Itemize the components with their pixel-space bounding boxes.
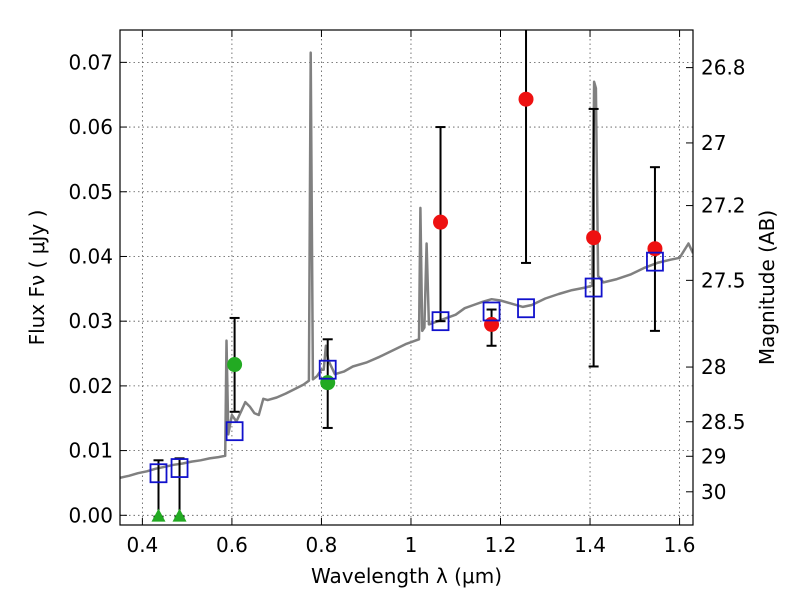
model-square [646, 251, 664, 272]
y2-axis-label: Magnitude (AB) [755, 210, 779, 365]
grid [120, 30, 693, 525]
model-square [170, 458, 189, 478]
model-square [149, 463, 168, 484]
x-tick-label: 0.6 [216, 533, 248, 557]
model-square [225, 421, 244, 442]
y-tick-label: 0.06 [68, 115, 113, 139]
red-data-point [647, 241, 663, 257]
errorbar-layer [153, 30, 660, 518]
y2-tick-label: 28.5 [701, 410, 746, 434]
y-tick-label: 0.03 [68, 309, 113, 333]
green-data-point [320, 375, 336, 391]
y-axis-label: Flux Fν ( μJy ) [25, 210, 49, 346]
y2-tick-label: 27.2 [701, 194, 746, 218]
spectrum-line [120, 51, 693, 480]
y-tick-label: 0.07 [68, 50, 113, 74]
green-data-point [227, 357, 243, 373]
y-tick-label: 0.04 [68, 244, 113, 268]
y2-tick-label: 28 [701, 355, 726, 379]
y-tick-label: 0.00 [68, 503, 113, 527]
spectrum-layer [120, 51, 693, 480]
model-square [517, 298, 535, 319]
red-data-point [433, 214, 449, 230]
green-upper-limit-marker [151, 508, 166, 522]
model-square [431, 311, 450, 332]
x-tick-label: 1.6 [664, 533, 696, 557]
red-data-point [586, 230, 602, 246]
marker-layer [149, 91, 664, 522]
tick-layer: 0.4 0.6 0.8 1 1.2 1.4 1.6 0.00 0.01 0.02 0.03 0.04 0… [68, 30, 746, 557]
x-tick-label: 1 [405, 533, 418, 557]
y2-tick-label: 30 [701, 480, 726, 504]
x-tick-label: 0.8 [306, 533, 338, 557]
model-square [584, 277, 603, 298]
red-data-point [518, 91, 534, 107]
green-upper-limit-marker [172, 508, 187, 522]
x-tick-label: 1.4 [574, 533, 606, 557]
y2-tick-label: 29 [701, 444, 726, 468]
y-tick-label: 0.05 [68, 180, 113, 204]
red-data-point [484, 316, 500, 332]
y-tick-label: 0.02 [68, 374, 113, 398]
y2-tick-label: 26.8 [701, 56, 746, 80]
plot-frame [119, 29, 694, 526]
y-tick-label: 0.01 [68, 439, 113, 463]
x-tick-label: 1.2 [485, 533, 517, 557]
x-axis-label: Wavelength λ (μm) [311, 564, 502, 588]
model-square [318, 359, 337, 380]
y2-tick-label: 27 [701, 131, 726, 155]
model-square [482, 301, 501, 322]
y2-tick-label: 27.5 [701, 268, 746, 292]
x-tick-label: 0.4 [126, 533, 158, 557]
